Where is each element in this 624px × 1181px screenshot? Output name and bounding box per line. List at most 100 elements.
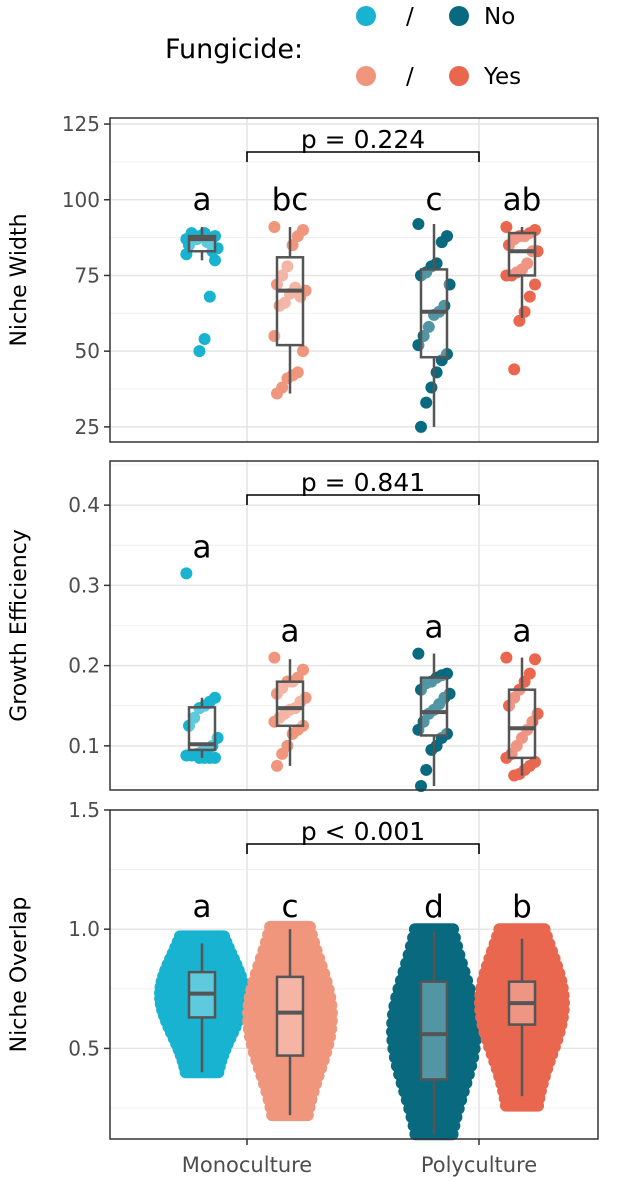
data-point: [180, 749, 193, 762]
data-point: [469, 1034, 482, 1047]
data-point: [425, 743, 438, 756]
data-point: [180, 567, 193, 580]
data-point: [193, 751, 206, 764]
y-axis-label: Niche Overlap: [7, 897, 32, 1053]
data-point: [291, 230, 304, 243]
data-point: [412, 647, 425, 660]
data-point: [523, 290, 536, 303]
significance-letter: bc: [272, 182, 309, 218]
data-point: [422, 320, 435, 333]
significance-bracket: [246, 843, 480, 854]
y-tick-label: 75: [75, 263, 100, 287]
significance-letter: ab: [503, 182, 542, 218]
box: [419, 980, 449, 1081]
data-point: [276, 747, 289, 760]
data-point: [218, 930, 231, 943]
data-point: [435, 236, 448, 249]
y-tick-label: 1.5: [68, 798, 100, 822]
data-point: [286, 727, 299, 740]
box: [275, 256, 305, 347]
legend-label-yes: Yes: [483, 64, 521, 90]
data-point: [303, 920, 316, 933]
y-tick-label: 0.4: [68, 493, 100, 517]
y-tick-label: 50: [75, 339, 100, 363]
significance-bracket: [246, 151, 480, 162]
data-point: [538, 923, 551, 936]
data-point: [281, 260, 294, 273]
significance-letter: a: [193, 529, 212, 565]
data-point: [508, 769, 521, 782]
legend-swatch-poly-yes: [449, 66, 469, 86]
data-point: [198, 333, 211, 346]
panel-border: [109, 117, 599, 443]
significance-letter: a: [281, 614, 300, 650]
legend-title: Fungicide:: [165, 34, 303, 65]
panel-0: 25 50 75 100 125 Niche Width p = 0.224 a bc c ab: [7, 112, 599, 443]
y-tick-label: 125: [62, 112, 100, 136]
y-tick-label: 0.3: [68, 573, 100, 597]
box: [419, 676, 449, 737]
box: [507, 688, 537, 760]
legend-sep-no: /: [406, 4, 414, 30]
data-point: [271, 759, 283, 772]
data-point: [271, 387, 283, 400]
panel-border: [109, 460, 599, 791]
legend: Fungicide: / No / Yes: [165, 4, 521, 90]
panel-2: 0.5 1.0 1.5 Niche Overlap p < 0.001 a c d b: [7, 798, 599, 1141]
y-tick-label: 0.5: [68, 1036, 100, 1060]
data-point: [500, 221, 513, 234]
box: [507, 231, 537, 277]
y-axis-label: Niche Width: [7, 213, 32, 346]
data-point: [203, 290, 216, 303]
data-point: [264, 920, 277, 933]
x-axis: Monoculture Polyculture: [182, 1139, 537, 1177]
y-axis-label: Growth Efficiency: [7, 529, 32, 722]
data-point: [276, 269, 289, 282]
data-point: [500, 651, 513, 664]
data-point: [425, 381, 438, 394]
panel-border: [109, 809, 599, 1140]
data-point: [420, 396, 433, 409]
data-point: [286, 239, 299, 252]
p-value-label: p = 0.224: [301, 125, 425, 154]
data-point: [430, 366, 443, 379]
data-point: [529, 278, 541, 291]
box: [275, 975, 305, 1057]
significance-letter: a: [425, 610, 444, 646]
data-point: [420, 763, 433, 776]
data-point: [386, 1034, 399, 1047]
data-point: [209, 254, 221, 267]
data-point: [447, 923, 460, 936]
significance-bracket: [246, 494, 480, 505]
y-tick-label: 25: [75, 415, 100, 439]
x-tick-label-polyculture: Polyculture: [421, 1153, 537, 1177]
significance-letter: d: [424, 889, 444, 925]
data-point: [513, 314, 526, 327]
p-value-label: p < 0.001: [301, 817, 425, 846]
data-point: [529, 653, 541, 666]
significance-letter: b: [512, 889, 532, 925]
data-point: [268, 221, 281, 234]
data-point: [412, 217, 425, 230]
y-tick-label: 0.1: [68, 734, 100, 758]
panel-1: 0.1 0.2 0.3 0.4 Growth Efficiency p = 0.841 a a…: [7, 460, 599, 792]
y-tick-label: 100: [62, 188, 100, 212]
significance-letter: c: [281, 889, 298, 925]
legend-swatch-mono-no: [356, 6, 376, 26]
significance-letter: a: [193, 182, 212, 218]
data-point: [386, 1025, 399, 1038]
x-tick-label-monoculture: Monoculture: [182, 1153, 312, 1177]
significance-letter: c: [425, 182, 442, 218]
legend-label-no: No: [484, 4, 515, 30]
y-tick-label: 1.0: [68, 917, 100, 941]
data-point: [173, 930, 186, 943]
legend-sep-yes: /: [406, 64, 414, 90]
p-value-label: p = 0.841: [301, 468, 425, 497]
panel-bg: [110, 118, 598, 442]
data-point: [268, 651, 281, 664]
data-point: [493, 923, 506, 936]
legend-swatch-mono-yes: [356, 66, 376, 86]
